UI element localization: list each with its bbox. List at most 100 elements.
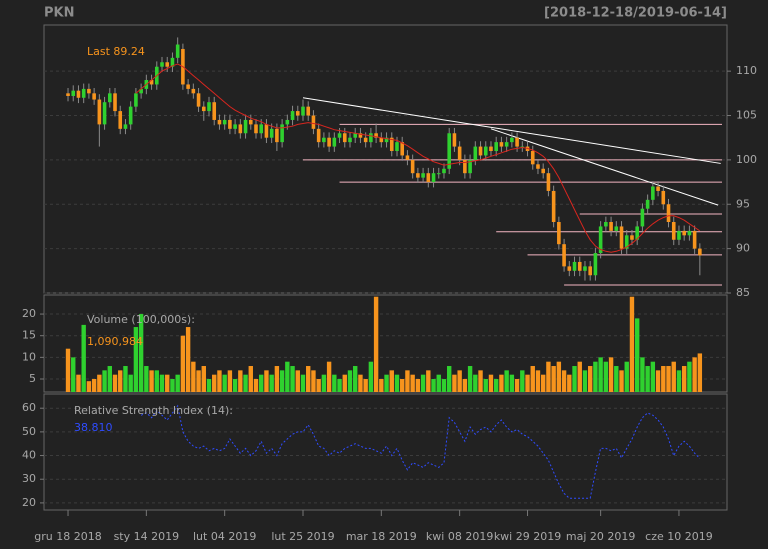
volume-bar [666, 366, 671, 392]
candle-body [473, 146, 478, 160]
volume-bar [687, 361, 692, 392]
volume-bar [321, 374, 327, 392]
volume-bar [603, 361, 609, 392]
volume-bar [447, 366, 452, 392]
candle-body [233, 124, 237, 129]
volume-bar [436, 374, 441, 392]
volume-bar [624, 361, 629, 392]
candle-body [447, 133, 452, 169]
volume-bar [300, 374, 306, 392]
candle-body [666, 204, 671, 223]
candle-body [457, 146, 462, 160]
candle-body [76, 90, 81, 98]
volume-bar [65, 348, 71, 392]
volume-bar [488, 374, 494, 392]
volume-bar [535, 370, 541, 392]
candle-body [285, 119, 290, 125]
panel-title: Volume (100,000s): [87, 313, 195, 326]
candle-body [624, 235, 629, 249]
volume-bar [373, 296, 379, 392]
volume-bar [645, 366, 650, 392]
panel-title: Relative Strength Index (14): [74, 404, 233, 417]
candle-body [322, 137, 326, 143]
candle-body [201, 106, 206, 112]
y-tick-label: 90 [736, 242, 750, 255]
y-tick-label: 20 [22, 496, 36, 509]
volume-bar [279, 370, 285, 392]
x-tick-label: cze 10 2019 [645, 530, 713, 543]
volume-bar [681, 366, 687, 392]
candle-body [489, 146, 493, 152]
volume-bar [133, 327, 139, 392]
candle-body [353, 133, 358, 138]
candle-body [191, 88, 196, 94]
y-tick-label: 15 [22, 329, 36, 342]
candle-body [363, 137, 368, 143]
candle-body [311, 115, 316, 129]
candle-body [238, 124, 243, 134]
candle-body [248, 119, 253, 125]
candle-body [557, 222, 561, 245]
volume-bar [206, 379, 212, 392]
volume-bar [561, 370, 567, 392]
symbol: PKN [44, 6, 74, 21]
volume-bar [149, 370, 154, 392]
volume-bar [71, 357, 76, 392]
candle-body [92, 93, 96, 100]
volume-bar [426, 370, 431, 392]
candle-body [358, 133, 363, 138]
candle-body [698, 248, 702, 256]
candle-body [677, 230, 681, 240]
trend-line [302, 97, 721, 164]
candle-body [541, 168, 545, 174]
volume-bar [634, 318, 640, 392]
candle-body [416, 173, 420, 178]
volume-bar [587, 366, 593, 392]
candle-body [682, 230, 686, 236]
volume-bar [185, 327, 191, 392]
volume-bar [389, 370, 394, 392]
volume-bar [337, 379, 342, 392]
candle-body [692, 230, 697, 249]
volume-bar [394, 374, 400, 392]
volume-bar [520, 370, 525, 392]
candle-body [400, 142, 405, 156]
volume-bar [326, 361, 332, 392]
candle-body [196, 93, 201, 107]
volume-bar [640, 357, 645, 392]
candle-body [431, 173, 436, 183]
x-tick-label: lut 25 2019 [271, 530, 334, 543]
volume-bar [238, 370, 243, 392]
candle-body [405, 155, 410, 160]
volume-bar [441, 379, 447, 392]
y-tick-label: 10 [22, 350, 36, 363]
candle-body [426, 173, 431, 183]
volume-bar [384, 374, 389, 392]
volume-bar [81, 324, 86, 392]
candle-body [107, 93, 112, 103]
volume-bar [556, 361, 562, 392]
volume-bar [170, 379, 175, 392]
candle-body [635, 226, 639, 240]
candle-body [175, 44, 180, 58]
volume-bar [514, 379, 520, 392]
panel-frame [43, 24, 728, 294]
trend-line [490, 128, 719, 206]
volume-bar [76, 374, 81, 392]
candle-body [269, 128, 274, 138]
volume-bar [295, 370, 300, 392]
candle-body [348, 137, 352, 143]
candle-body [301, 106, 305, 116]
y-tick-label: 105 [736, 109, 757, 122]
y-tick-label: 30 [22, 472, 36, 485]
y-tick-label: 5 [29, 372, 36, 385]
candle-body [483, 146, 488, 156]
y-tick-label: 60 [22, 401, 36, 414]
volume-bar [420, 374, 426, 392]
candle-body [598, 226, 603, 254]
volume-bar [358, 374, 363, 392]
volume-bar [546, 361, 551, 392]
candle-body [452, 133, 457, 147]
